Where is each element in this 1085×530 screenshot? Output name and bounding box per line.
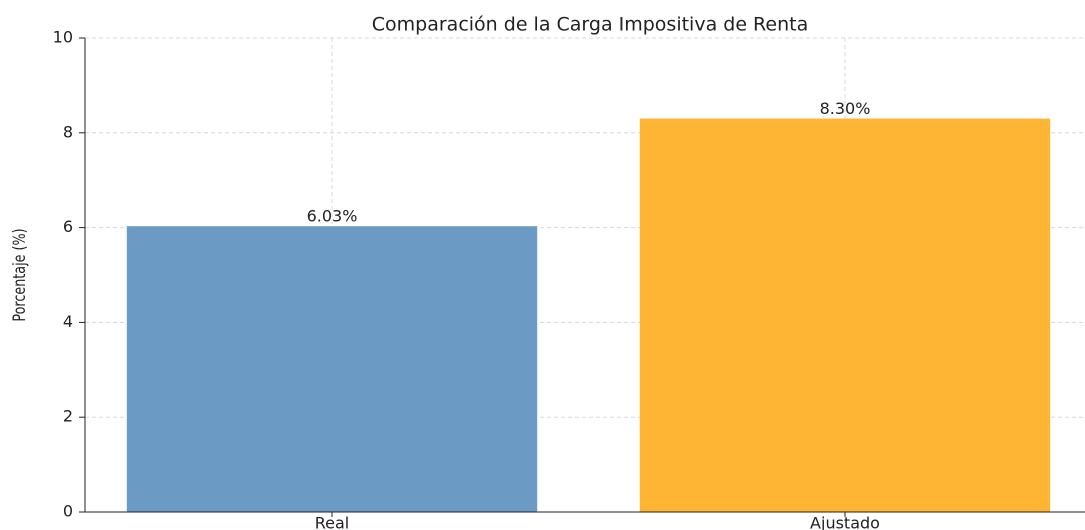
y-tick-label: 0 <box>63 502 73 521</box>
x-tick-label: Real <box>315 514 350 530</box>
chart-title: Comparación de la Carga Impositiva de Re… <box>372 14 808 36</box>
y-tick-label: 4 <box>63 312 73 331</box>
value-label: 6.03% <box>307 207 358 226</box>
x-tick-label: Ajustado <box>810 514 880 530</box>
y-tick-label: 6 <box>63 217 73 236</box>
y-tick-label: 2 <box>63 407 73 426</box>
bar <box>639 118 1051 512</box>
value-label: 8.30% <box>820 99 871 118</box>
y-tick-label: 8 <box>63 122 73 141</box>
y-axis-label: Porcentaje (%) <box>9 228 29 321</box>
bar <box>126 226 538 513</box>
y-tick-label: 10 <box>53 28 73 47</box>
